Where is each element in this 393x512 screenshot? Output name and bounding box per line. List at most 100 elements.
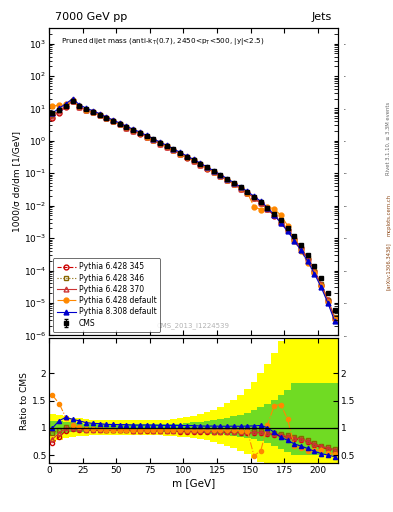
Pythia 6.428 345 — [252, 195, 256, 201]
Pythia 6.428 default — [191, 157, 196, 163]
Pythia 6.428 370 — [332, 314, 337, 321]
Pythia 6.428 370 — [292, 236, 297, 242]
Pythia 6.428 default — [292, 238, 297, 244]
Pythia 6.428 346 — [252, 195, 256, 201]
Pythia 6.428 370 — [184, 155, 189, 161]
Pythia 6.428 346 — [319, 281, 323, 287]
Pythia 6.428 345 — [258, 200, 263, 206]
Pythia 6.428 default — [211, 169, 216, 175]
Pythia 8.308 default — [299, 247, 303, 253]
Pythia 6.428 default — [97, 112, 102, 118]
Pythia 6.428 370 — [117, 121, 122, 127]
Pythia 8.308 default — [110, 117, 115, 123]
Pythia 6.428 default — [144, 134, 149, 140]
Pythia 6.428 345 — [332, 315, 337, 321]
Pythia 6.428 345 — [238, 186, 243, 192]
Pythia 6.428 345 — [171, 147, 176, 154]
Pythia 8.308 default — [138, 129, 142, 135]
Pythia 8.308 default — [211, 167, 216, 174]
Pythia 6.428 370 — [279, 219, 283, 225]
Pythia 6.428 default — [245, 189, 250, 196]
Text: 7000 GeV pp: 7000 GeV pp — [55, 12, 127, 22]
Pythia 8.308 default — [198, 160, 203, 166]
Pythia 6.428 default — [305, 260, 310, 266]
Pythia 6.428 345 — [245, 190, 250, 196]
Pythia 6.428 default — [171, 147, 176, 153]
Pythia 6.428 346 — [325, 296, 330, 303]
Pythia 6.428 346 — [57, 108, 62, 114]
Pythia 6.428 370 — [171, 147, 176, 153]
Pythia 6.428 370 — [238, 185, 243, 191]
Pythia 6.428 default — [50, 103, 55, 110]
Pythia 6.428 370 — [178, 151, 182, 157]
Pythia 6.428 default — [164, 143, 169, 150]
Pythia 6.428 default — [225, 177, 230, 183]
Pythia 8.308 default — [245, 188, 250, 195]
Pythia 6.428 370 — [97, 112, 102, 118]
Pythia 6.428 default — [272, 206, 277, 212]
Pythia 6.428 370 — [64, 103, 68, 110]
Pythia 6.428 345 — [104, 115, 108, 121]
Pythia 8.308 default — [117, 120, 122, 126]
Pythia 6.428 346 — [238, 185, 243, 191]
Pythia 6.428 345 — [84, 107, 88, 113]
Pythia 6.428 370 — [218, 173, 223, 179]
Pythia 6.428 default — [265, 204, 270, 210]
Pythia 6.428 346 — [218, 173, 223, 179]
Pythia 8.308 default — [184, 153, 189, 159]
Pythia 8.308 default — [178, 150, 182, 156]
Pythia 6.428 default — [184, 154, 189, 160]
Pythia 6.428 346 — [225, 177, 230, 183]
Pythia 8.308 default — [64, 100, 68, 106]
Pythia 6.428 345 — [299, 245, 303, 251]
Pythia 8.308 default — [97, 111, 102, 117]
Pythia 8.308 default — [57, 105, 62, 111]
Text: mcplots.cern.ch: mcplots.cern.ch — [386, 194, 391, 236]
Pythia 6.428 default — [90, 109, 95, 115]
Pythia 6.428 345 — [272, 212, 277, 219]
Pythia 6.428 default — [64, 101, 68, 107]
Pythia 6.428 default — [158, 140, 162, 146]
Pythia 6.428 370 — [158, 140, 162, 146]
Pythia 8.308 default — [225, 176, 230, 182]
Pythia 6.428 346 — [131, 127, 136, 134]
Pythia 6.428 default — [205, 165, 209, 171]
Pythia 6.428 345 — [265, 206, 270, 212]
Pythia 6.428 346 — [50, 112, 55, 118]
Line: Pythia 8.308 default: Pythia 8.308 default — [50, 96, 337, 324]
Pythia 8.308 default — [258, 198, 263, 204]
Pythia 6.428 346 — [198, 161, 203, 167]
Pythia 6.428 default — [178, 151, 182, 157]
Pythia 8.308 default — [272, 212, 277, 218]
Pythia 6.428 default — [84, 106, 88, 113]
Pythia 6.428 default — [319, 283, 323, 289]
Pythia 6.428 370 — [50, 113, 55, 119]
Pythia 6.428 345 — [231, 181, 236, 187]
Pythia 6.428 346 — [104, 115, 108, 121]
Pythia 6.428 346 — [211, 169, 216, 175]
Pythia 6.428 345 — [325, 297, 330, 303]
Pythia 6.428 346 — [138, 130, 142, 136]
Pythia 8.308 default — [90, 108, 95, 114]
Pythia 6.428 346 — [312, 267, 317, 273]
Pythia 6.428 default — [312, 270, 317, 276]
Pythia 6.428 default — [110, 118, 115, 124]
Pythia 6.428 370 — [124, 124, 129, 131]
Pythia 6.428 370 — [138, 131, 142, 137]
Pythia 6.428 346 — [124, 124, 129, 131]
Pythia 6.428 345 — [77, 104, 82, 110]
Pythia 8.308 default — [205, 164, 209, 170]
Pythia 6.428 346 — [205, 165, 209, 171]
Pythia 6.428 370 — [299, 245, 303, 251]
Text: CMS_2013_I1224539: CMS_2013_I1224539 — [157, 323, 230, 329]
Pythia 8.308 default — [151, 136, 156, 142]
Pythia 6.428 default — [104, 115, 108, 121]
Pythia 8.308 default — [84, 105, 88, 111]
Pythia 6.428 346 — [117, 121, 122, 127]
Line: Pythia 6.428 default: Pythia 6.428 default — [50, 98, 337, 322]
Pythia 6.428 370 — [198, 161, 203, 167]
Pythia 6.428 345 — [124, 124, 129, 131]
X-axis label: m [GeV]: m [GeV] — [172, 478, 215, 488]
Pythia 6.428 345 — [191, 158, 196, 164]
Pythia 8.308 default — [279, 220, 283, 226]
